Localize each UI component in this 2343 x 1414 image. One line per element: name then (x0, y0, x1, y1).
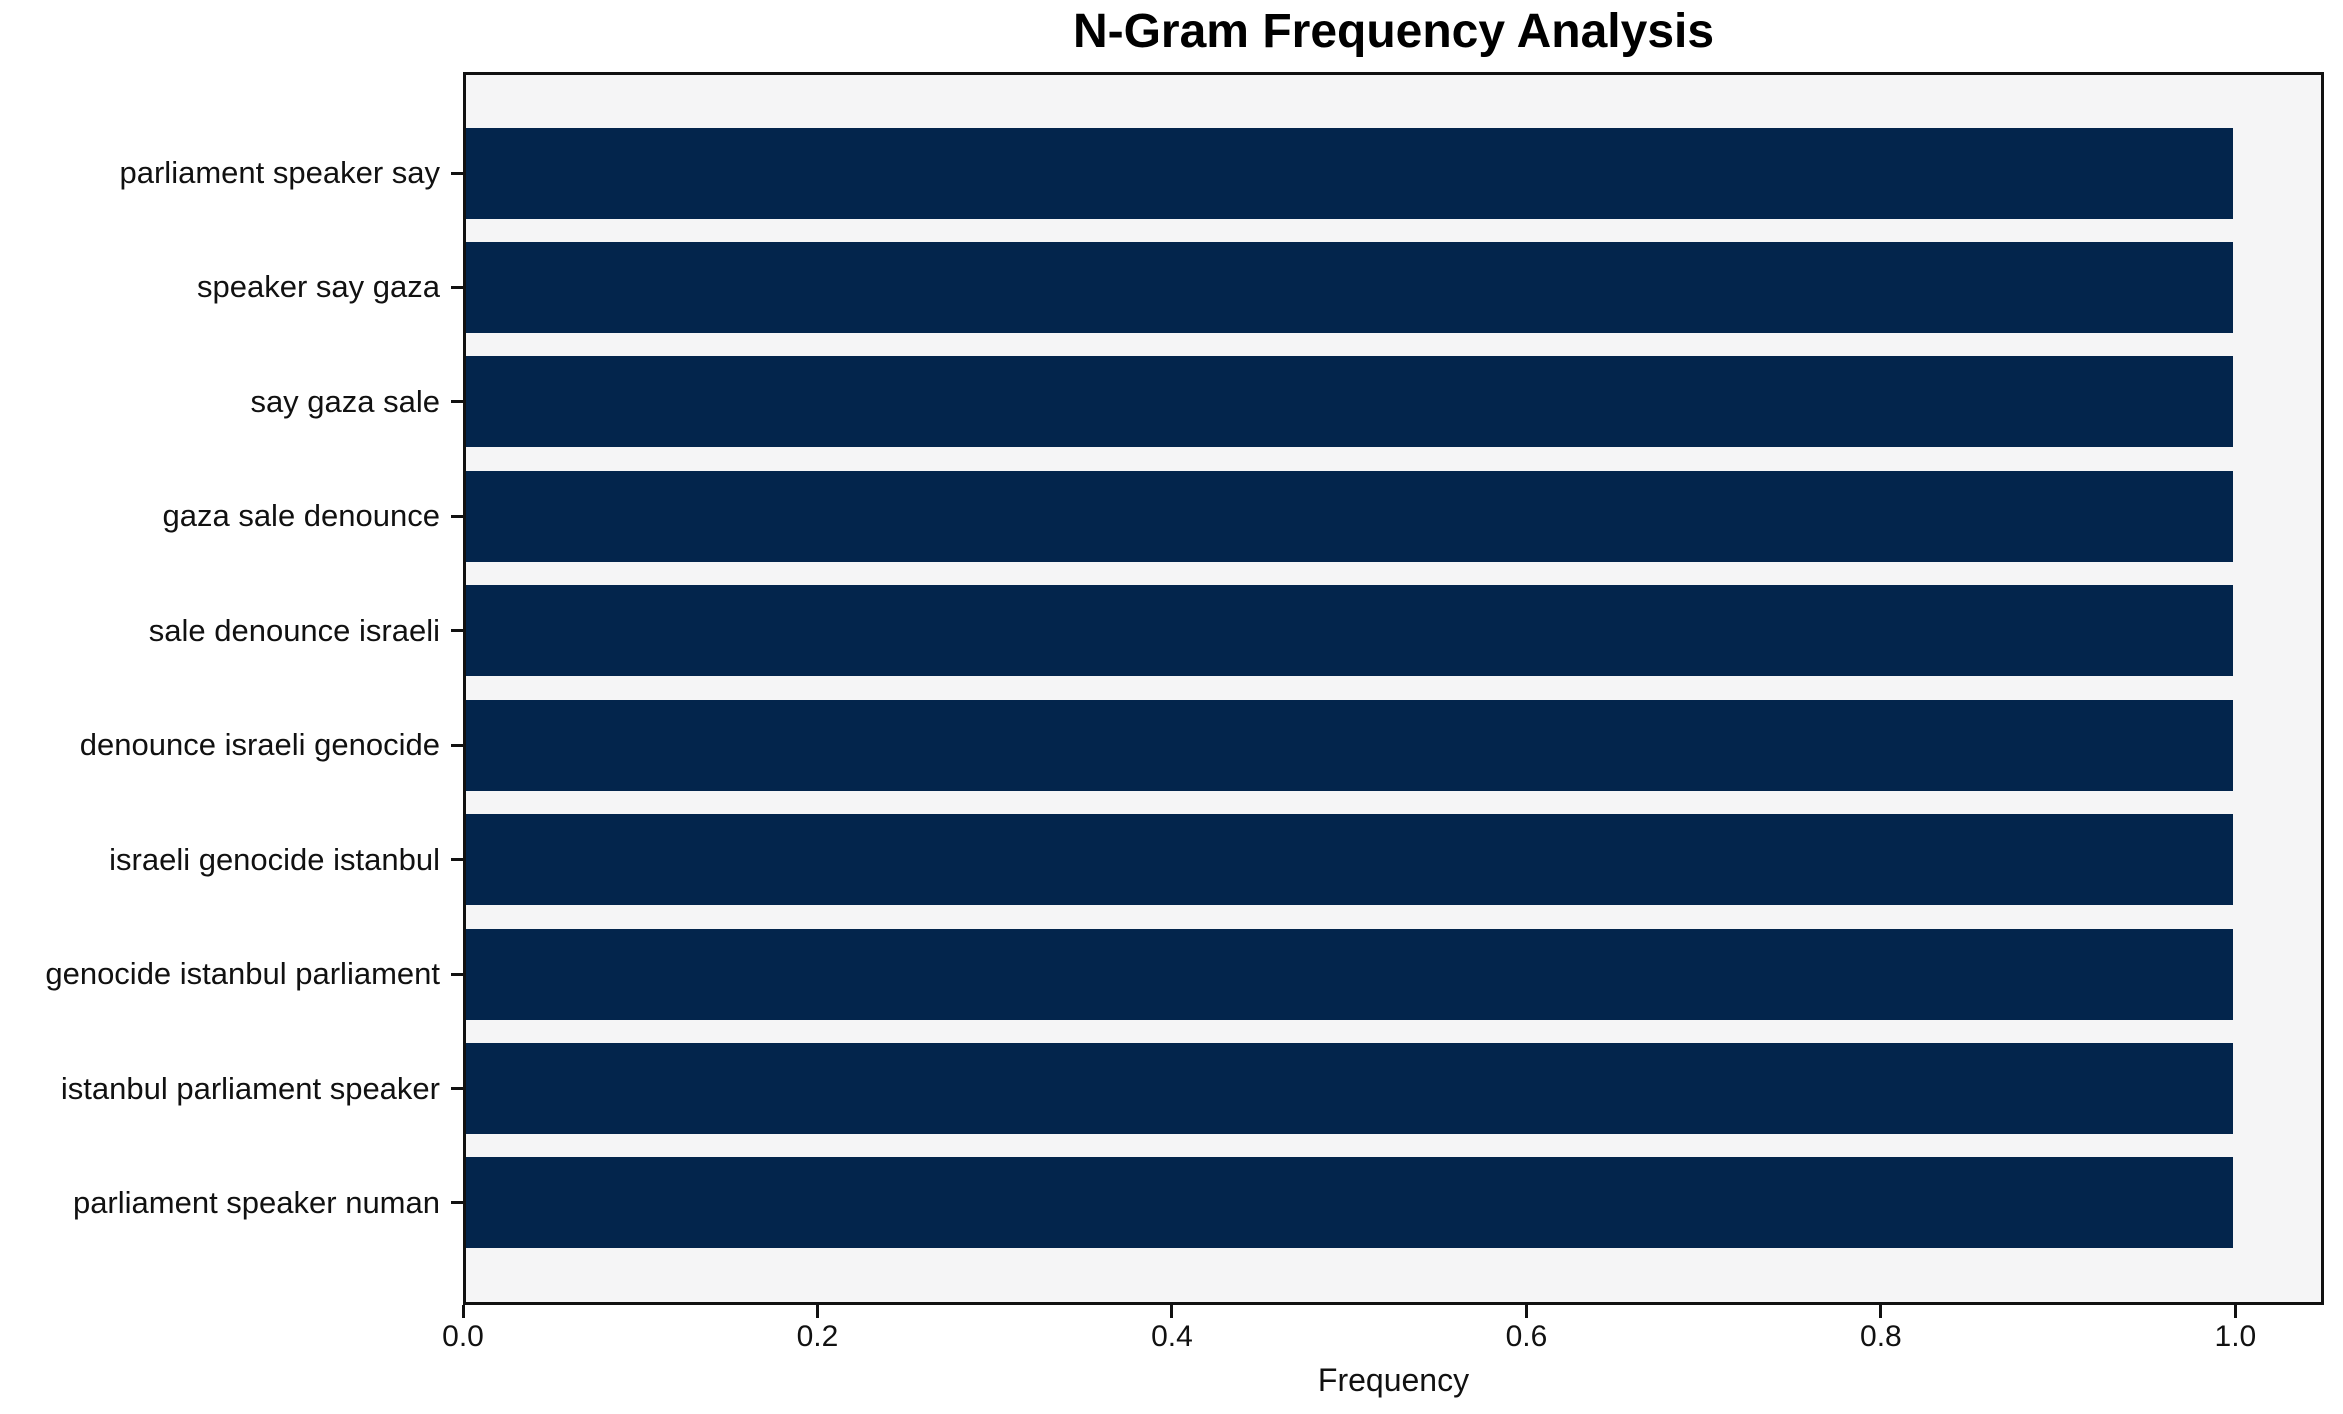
y-tick-mark (451, 972, 463, 976)
bar (466, 928, 2233, 1020)
bar (466, 699, 2233, 791)
y-tick-mark (451, 743, 463, 747)
x-tick-mark (461, 1305, 465, 1318)
y-tick-mark (451, 1201, 463, 1205)
bar (466, 241, 2233, 333)
x-tick-mark (1524, 1305, 1528, 1318)
bar (466, 1157, 2233, 1249)
bar (466, 127, 2233, 219)
y-tick-label: denounce israeli genocide (79, 727, 440, 763)
x-tick-label: 0.8 (1860, 1320, 1902, 1353)
x-tick-mark (815, 1305, 819, 1318)
plot-area (463, 72, 2324, 1305)
bar (466, 585, 2233, 677)
y-tick-label: genocide istanbul parliament (45, 956, 440, 992)
bar (466, 814, 2233, 906)
y-tick-mark (451, 1087, 463, 1091)
y-tick-label: say gaza sale (250, 383, 440, 419)
bar (466, 356, 2233, 448)
y-tick-label: speaker say gaza (197, 269, 440, 305)
x-tick-mark (1170, 1305, 1174, 1318)
y-tick-label: gaza sale denounce (162, 498, 440, 534)
y-tick-mark (451, 171, 463, 175)
y-tick-label: israeli genocide istanbul (109, 841, 440, 877)
y-tick-label: istanbul parliament speaker (60, 1070, 440, 1106)
bars-layer (466, 75, 2321, 1302)
y-tick-mark (451, 514, 463, 518)
y-tick-mark (451, 400, 463, 404)
bar (466, 1043, 2233, 1135)
x-tick-label: 0.6 (1505, 1320, 1548, 1353)
chart-title: N-Gram Frequency Analysis (1072, 5, 1715, 58)
y-tick-label: parliament speaker numan (72, 1184, 440, 1220)
y-tick-mark (451, 858, 463, 862)
x-tick-label: 1.0 (2214, 1320, 2257, 1353)
x-tick-label: 0.4 (1151, 1320, 1193, 1353)
y-tick-mark (451, 629, 463, 633)
x-tick-label: 0.0 (442, 1320, 484, 1353)
bar (466, 470, 2233, 562)
y-tick-label: sale denounce israeli (148, 612, 440, 648)
x-tick-mark (1879, 1305, 1883, 1318)
y-tick-label: parliament speaker say (119, 155, 441, 190)
x-axis-label: Frequency (1317, 1362, 1470, 1398)
y-tick-mark (451, 285, 463, 289)
x-tick-label: 0.2 (796, 1320, 839, 1353)
x-tick-mark (2233, 1305, 2237, 1318)
